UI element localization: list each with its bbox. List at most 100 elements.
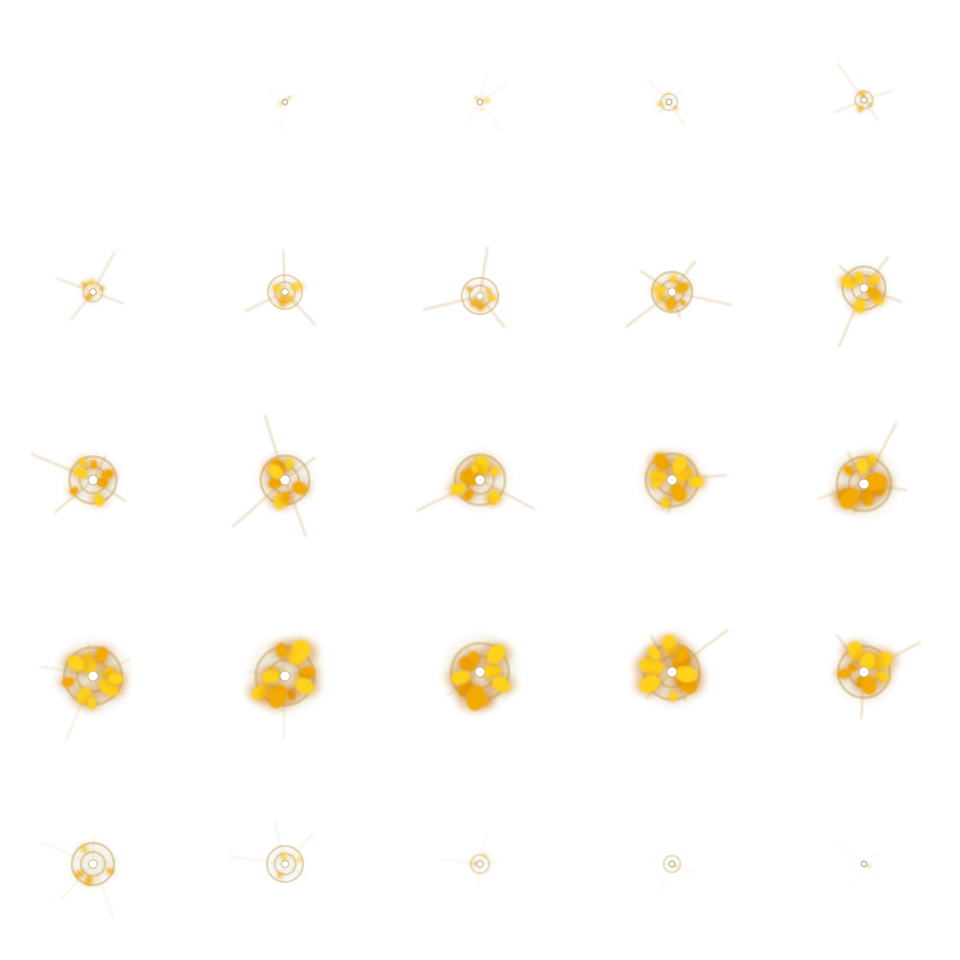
core-center xyxy=(474,474,486,486)
explosion-effect-4 xyxy=(648,80,685,127)
sprite-frame-22 xyxy=(192,768,384,960)
light-ray xyxy=(279,101,286,131)
core-center xyxy=(666,666,678,678)
flame-blob xyxy=(88,278,95,287)
explosion-effect-25 xyxy=(835,841,878,891)
explosion-effect-7 xyxy=(245,249,317,326)
flame-blob xyxy=(87,697,97,710)
flame-blob xyxy=(865,286,881,299)
core-center xyxy=(279,670,291,682)
flame-blob xyxy=(470,298,479,307)
flame-blob xyxy=(450,482,467,496)
core-center xyxy=(858,666,870,678)
light-ray xyxy=(835,841,865,865)
flame-blob xyxy=(291,282,303,292)
explosion-effect-2 xyxy=(266,89,304,131)
sprite-frame-16 xyxy=(0,576,192,768)
flame-blob xyxy=(657,101,664,107)
flame-blob xyxy=(669,691,678,702)
flame-blob xyxy=(673,105,678,110)
flame-blob xyxy=(93,493,104,507)
light-ray xyxy=(92,863,115,918)
shock-ring xyxy=(265,844,305,884)
flame-blob xyxy=(491,676,511,693)
flame-blob xyxy=(75,870,84,878)
core-center xyxy=(475,291,485,301)
flame-blob xyxy=(647,646,661,660)
sprite-frame-19 xyxy=(576,576,768,768)
flame-blob xyxy=(674,646,688,663)
flame-blob xyxy=(862,859,865,862)
explosion-effect-3 xyxy=(461,75,510,132)
core-center xyxy=(667,287,677,297)
explosion-effect-13 xyxy=(416,444,535,516)
flame-blob xyxy=(287,95,291,100)
flame-blob xyxy=(81,845,88,853)
flame-blob xyxy=(489,466,500,476)
flame-blob xyxy=(69,487,79,495)
flame-blob xyxy=(294,677,315,694)
flame-blob xyxy=(665,296,677,311)
explosion-effect-9 xyxy=(625,260,733,328)
core-center xyxy=(87,474,99,486)
explosion-effect-16 xyxy=(39,632,137,742)
sprite-frame-15 xyxy=(768,384,960,576)
light-ray xyxy=(863,89,893,101)
flame-blob xyxy=(839,488,860,509)
flame-blob xyxy=(860,675,877,695)
flame-blob xyxy=(653,285,666,294)
flame-blob xyxy=(74,466,88,479)
sprite-frame-1 xyxy=(0,0,192,192)
flame-blob xyxy=(101,469,114,480)
flame-blob xyxy=(843,465,854,476)
sprite-frame-23 xyxy=(384,768,576,960)
core-center xyxy=(477,99,483,105)
sprite-frame-10 xyxy=(768,192,960,384)
flame-blob xyxy=(296,857,302,863)
core-center xyxy=(859,283,869,293)
light-ray xyxy=(266,89,286,103)
flame-blob xyxy=(837,668,852,679)
flame-blob xyxy=(489,490,501,502)
core-center xyxy=(666,474,678,486)
sprite-frame-4 xyxy=(576,0,768,192)
flame-blob xyxy=(674,665,698,683)
light-ray xyxy=(40,841,94,865)
flame-blob xyxy=(466,685,486,711)
core-center xyxy=(280,859,290,869)
flame-blob xyxy=(79,457,87,467)
core-center xyxy=(858,478,870,490)
flame-blob xyxy=(61,677,75,687)
flame-blob xyxy=(863,473,888,492)
light-ray xyxy=(863,99,879,121)
explosion-effect-6 xyxy=(55,251,125,321)
explosion-effect-21 xyxy=(40,833,121,918)
flame-blob xyxy=(67,655,85,672)
explosion-effect-14 xyxy=(633,441,728,519)
light-ray xyxy=(479,101,504,132)
light-ray xyxy=(479,75,488,103)
flame-blob xyxy=(670,274,677,284)
flame-blob xyxy=(261,670,280,684)
flame-blob xyxy=(472,861,478,866)
flame-blob xyxy=(485,288,491,294)
shock-ring xyxy=(662,854,682,874)
light-ray xyxy=(92,251,116,293)
light-ray xyxy=(479,479,535,510)
sprite-frame-18 xyxy=(384,576,576,768)
core-center xyxy=(668,860,676,868)
core-center xyxy=(860,96,868,104)
flame-blob xyxy=(107,673,124,685)
sprite-frame-7 xyxy=(192,192,384,384)
flame-blob xyxy=(857,104,864,113)
light-ray xyxy=(648,80,670,103)
sprite-frame-12 xyxy=(192,384,384,576)
flame-blob xyxy=(856,458,869,474)
sprite-frame-14 xyxy=(576,384,768,576)
flame-blob xyxy=(470,464,479,474)
flame-blob xyxy=(672,455,687,474)
flame-blob xyxy=(866,864,871,868)
light-ray xyxy=(850,863,865,891)
explosion-effect-5 xyxy=(833,62,893,121)
flame-blob xyxy=(85,875,93,886)
